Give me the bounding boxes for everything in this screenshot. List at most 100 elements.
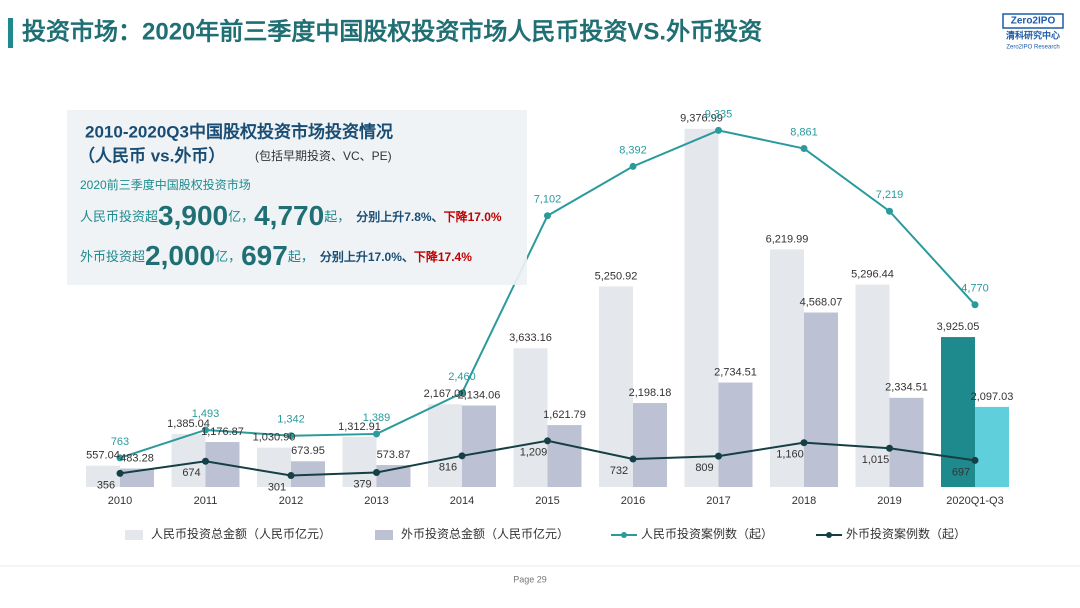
data-label: 1,209: [520, 447, 548, 459]
line-point: [458, 452, 466, 460]
line-point: [373, 469, 380, 477]
bar: [513, 348, 548, 487]
bar: [86, 465, 120, 487]
line-point: [800, 145, 808, 153]
data-label: 8,861: [790, 126, 818, 138]
line-point: [715, 452, 722, 460]
legend-label: 外币投资总金额（人民币亿元）: [401, 526, 569, 541]
bar: [975, 406, 1009, 487]
logo-box: [1002, 13, 1064, 29]
line-point: [971, 301, 979, 309]
data-label: 483.28: [120, 452, 154, 464]
rmb-amount-unit: 亿，: [228, 209, 254, 224]
data-label: 7,102: [534, 194, 562, 206]
line-point: [202, 457, 209, 465]
bar: [889, 397, 924, 487]
data-label: 732: [610, 465, 628, 477]
bar: [633, 403, 667, 487]
line-point: [544, 437, 551, 445]
line-point: [458, 389, 466, 397]
logo-en: Zero2IPO Research: [1006, 45, 1059, 51]
x-tick-label: 2013: [364, 495, 388, 507]
bar: [342, 436, 377, 487]
data-label: 356: [97, 479, 115, 491]
bar: [718, 382, 753, 487]
data-label: 1,160: [776, 449, 804, 461]
data-label: 379: [353, 478, 371, 490]
data-label: 1,176.87: [201, 426, 244, 438]
data-label: 673.95: [291, 445, 325, 457]
data-label: 4,770: [961, 283, 989, 295]
line-point: [373, 430, 380, 438]
data-label: 5,250.92: [595, 270, 638, 282]
slide-title: 投资市场：2020年前三季度中国股权投资市场人民币投资VS.外币投资: [22, 17, 762, 45]
rmb-change: 分别上升7.8%、: [356, 209, 443, 224]
logo: Zero2IPO: [1011, 16, 1056, 27]
data-label: 1,015: [862, 454, 890, 466]
line-point: [629, 455, 637, 463]
data-label: 6,219.99: [766, 233, 809, 245]
data-label: 301: [268, 481, 286, 493]
line-point: [116, 454, 124, 462]
rmb-prefix: 人民币投资超: [80, 209, 158, 224]
legend-label: 人民币投资案例数（起）: [641, 526, 773, 541]
legend-swatch: [621, 532, 627, 538]
data-label: 4,568.07: [800, 296, 843, 308]
summary-intro: 2020前三季度中国股权投资市场: [80, 177, 251, 192]
line-point: [287, 472, 295, 480]
rmb-cases-unit: 起，: [324, 209, 350, 224]
x-tick-label: 2018: [792, 495, 816, 507]
data-label: 697: [952, 466, 970, 478]
data-label: 2,134.06: [458, 389, 501, 401]
line-point: [886, 207, 893, 215]
data-label: 9,376.99: [680, 113, 723, 125]
data-label: 1,621.79: [543, 409, 586, 421]
bar: [941, 337, 975, 487]
summary-box: [67, 110, 527, 285]
legend-swatch: [826, 532, 832, 538]
rmb-change2: 下降17.0%: [444, 209, 502, 224]
x-tick-label: 2019: [877, 495, 901, 507]
summary-note: (包括早期投资、VC、PE): [255, 148, 392, 163]
data-label: 816: [439, 462, 457, 474]
logo-cn: 清科研究中心: [1006, 29, 1060, 40]
line-point: [287, 432, 295, 440]
data-label: 9,335: [705, 108, 733, 120]
data-label: 1,493: [192, 408, 220, 420]
line-point: [202, 426, 209, 434]
bar: [547, 425, 582, 487]
summary-heading: 2010-2020Q3中国股权投资市场投资情况: [85, 121, 393, 141]
fx-cases-unit: 起，: [288, 249, 314, 264]
summary-line: 人民币投资超3,900亿，4,770起， 分别上升7.8%、下降17.0%: [80, 200, 502, 231]
data-label: 1,342: [277, 414, 305, 426]
legend-label: 外币投资案例数（起）: [846, 526, 966, 541]
summary-subheading: （人民币 vs.外币）: [78, 145, 225, 165]
bar: [257, 447, 291, 487]
fx-change: 分别上升17.0%、: [320, 249, 414, 264]
chart: 2010 2011 2012 2013 2014 2015 2016 2017 2018 2019…: [86, 108, 1013, 541]
rmb-cases: 4,770: [254, 200, 324, 231]
fx-amount: 2,000: [145, 240, 215, 271]
data-label: 674: [182, 467, 200, 479]
page-number: Page 29: [513, 574, 547, 584]
bar: [684, 128, 719, 487]
bar: [428, 404, 462, 487]
fx-prefix: 外币投资超: [80, 249, 145, 264]
x-tick-label: 2015: [535, 495, 559, 507]
bar: [171, 434, 206, 487]
summary-line: 外币投资超2,000亿，697起， 分别上升17.0%、下降17.4%: [80, 240, 472, 271]
data-label: 5,296.44: [851, 269, 894, 281]
data-label: 1,312.91: [338, 421, 381, 433]
x-tick-label: 2014: [450, 495, 474, 507]
data-label: 809: [695, 462, 713, 474]
data-label: 7,219: [876, 189, 904, 201]
data-label: 2,334.51: [885, 382, 928, 394]
data-label: 1,385.04: [167, 418, 210, 430]
bar: [462, 405, 496, 487]
line-point: [800, 439, 808, 447]
x-tick-label: 2016: [621, 495, 645, 507]
data-label: 2,167.00: [424, 388, 467, 400]
fx-change2: 下降17.4%: [414, 249, 472, 264]
